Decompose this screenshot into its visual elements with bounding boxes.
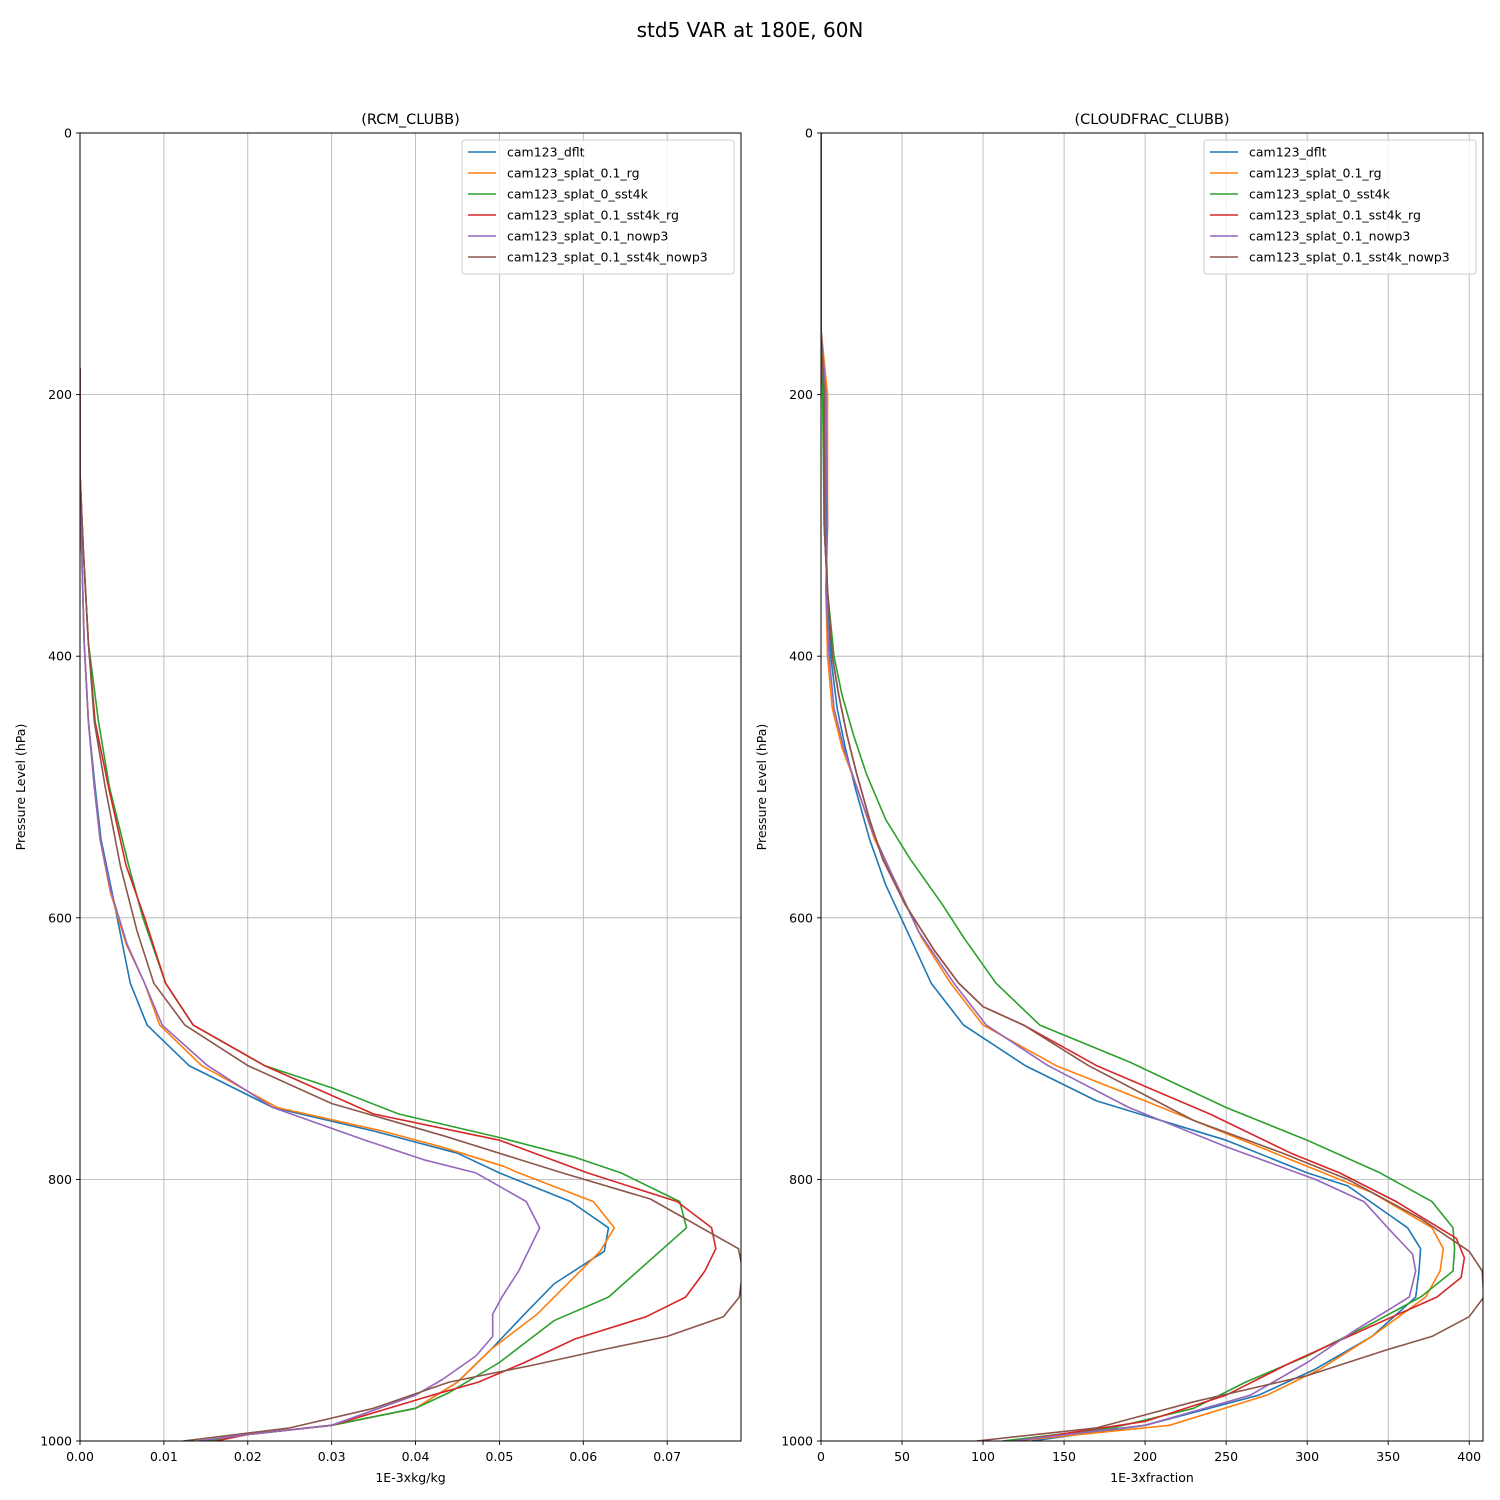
series-lines xyxy=(80,368,741,1441)
y-tick-label: 200 xyxy=(48,387,72,402)
series-line-cam123-splat-0-1-sst4k-nowp3 xyxy=(80,368,741,1441)
axes-frame xyxy=(79,132,742,1442)
legend-label-cam123-splat-0-sst4k: cam123_splat_0_sst4k xyxy=(1249,187,1391,202)
legend-label-cam123-splat-0-1-rg: cam123_splat_0.1_rg xyxy=(1249,166,1382,181)
legend-label-cam123-dflt: cam123_dflt xyxy=(507,145,585,160)
legend-label-cam123-splat-0-1-rg: cam123_splat_0.1_rg xyxy=(507,166,640,181)
legend: cam123_dflt cam123_splat_0.1_rg cam123_spl… xyxy=(461,139,735,275)
panel-rcm-clubb: 0.00 0.01 0.02 0.03 0.04 0.05 0.06 0.07 0 200 400 6… xyxy=(13,112,742,1485)
legend-frame xyxy=(1203,139,1477,275)
x-tick-label: 0.02 xyxy=(234,1449,262,1464)
series-line-cam123-splat-0-1-sst4k-nowp3 xyxy=(821,133,1483,1441)
x-tick-label: 150 xyxy=(1052,1449,1076,1464)
y-tick-label: 600 xyxy=(48,910,72,925)
y-tick-label: 1000 xyxy=(40,1434,72,1449)
legend-label-cam123-dflt: cam123_dflt xyxy=(1249,145,1327,160)
x-tick-label: 250 xyxy=(1214,1449,1238,1464)
y-tick-label: 400 xyxy=(48,649,72,664)
x-tick-label: 400 xyxy=(1457,1449,1481,1464)
x-tick-label: 100 xyxy=(971,1449,995,1464)
series-lines xyxy=(821,133,1483,1441)
x-tick-label: 0.04 xyxy=(402,1449,430,1464)
legend-label-cam123-splat-0-1-nowp3: cam123_splat_0.1_nowp3 xyxy=(507,229,668,244)
y-axis-label: Pressure Level (hPa) xyxy=(754,724,769,851)
x-axis-label: 1E-3xfraction xyxy=(1110,1470,1194,1485)
series-line-cam123-dflt xyxy=(80,368,610,1441)
axes-frame xyxy=(820,132,1484,1442)
legend-label-cam123-splat-0-sst4k: cam123_splat_0_sst4k xyxy=(507,187,649,202)
axes-title: (CLOUDFRAC_CLUBB) xyxy=(1074,112,1229,128)
legend-label-cam123-splat-0-1-sst4k-rg: cam123_splat_0.1_sst4k_rg xyxy=(507,208,679,223)
series-line-cam123-splat-0-1-sst4k-rg xyxy=(80,368,717,1441)
series-line-cam123-splat-0-1-sst4k-rg xyxy=(821,133,1466,1441)
x-tick-label: 300 xyxy=(1295,1449,1319,1464)
x-axis-label: 1E-3xkg/kg xyxy=(375,1470,445,1485)
y-tick-label: 800 xyxy=(48,1172,72,1187)
series-line-cam123-dflt xyxy=(821,133,1422,1441)
x-tick-label: 0.06 xyxy=(569,1449,597,1464)
y-tick-label: 600 xyxy=(789,910,813,925)
series-line-cam123-splat-0-1-rg xyxy=(821,133,1445,1441)
legend-label-cam123-splat-0-1-sst4k-rg: cam123_splat_0.1_sst4k_rg xyxy=(1249,208,1421,223)
legend-label-cam123-splat-0-1-sst4k-nowp3: cam123_splat_0.1_sst4k_nowp3 xyxy=(507,250,708,265)
panel-cloudfrac-clubb: 0 50 100 150 200 250 300 350 400 0 200 400 600 800 100… xyxy=(754,112,1484,1485)
legend-label-cam123-splat-0-1-nowp3: cam123_splat_0.1_nowp3 xyxy=(1249,229,1410,244)
x-tick-label: 200 xyxy=(1133,1449,1157,1464)
series-line-cam123-splat-0-sst4k xyxy=(80,368,688,1441)
x-tick-label: 0.00 xyxy=(66,1449,94,1464)
legend-label-cam123-splat-0-1-sst4k-nowp3: cam123_splat_0.1_sst4k_nowp3 xyxy=(1249,250,1450,265)
series-line-cam123-splat-0-1-nowp3 xyxy=(821,133,1417,1441)
x-tick-label: 350 xyxy=(1376,1449,1400,1464)
y-tick-label: 0 xyxy=(805,126,813,141)
axes-title: (RCM_CLUBB) xyxy=(361,112,460,128)
x-tick-label: 0.07 xyxy=(653,1449,681,1464)
y-tick-label: 200 xyxy=(789,387,813,402)
legend-frame xyxy=(461,139,735,275)
legend: cam123_dflt cam123_splat_0.1_rg cam123_spl… xyxy=(1203,139,1477,275)
x-tick-label: 50 xyxy=(894,1449,910,1464)
y-tick-label: 400 xyxy=(789,649,813,664)
y-axis-label: Pressure Level (hPa) xyxy=(13,724,28,851)
x-tick-label: 0.05 xyxy=(485,1449,513,1464)
x-tick-label: 0.01 xyxy=(150,1449,178,1464)
series-line-cam123-splat-0-1-nowp3 xyxy=(80,368,541,1441)
series-line-cam123-splat-0-sst4k xyxy=(821,133,1456,1441)
y-tick-label: 1000 xyxy=(781,1434,813,1449)
series-line-cam123-splat-0-1-rg xyxy=(80,368,616,1441)
y-tick-label: 800 xyxy=(789,1172,813,1187)
x-tick-label: 0.03 xyxy=(318,1449,346,1464)
x-tick-label: 0 xyxy=(817,1449,825,1464)
y-tick-label: 0 xyxy=(64,126,72,141)
figure-title: std5 VAR at 180E, 60N xyxy=(637,18,864,42)
